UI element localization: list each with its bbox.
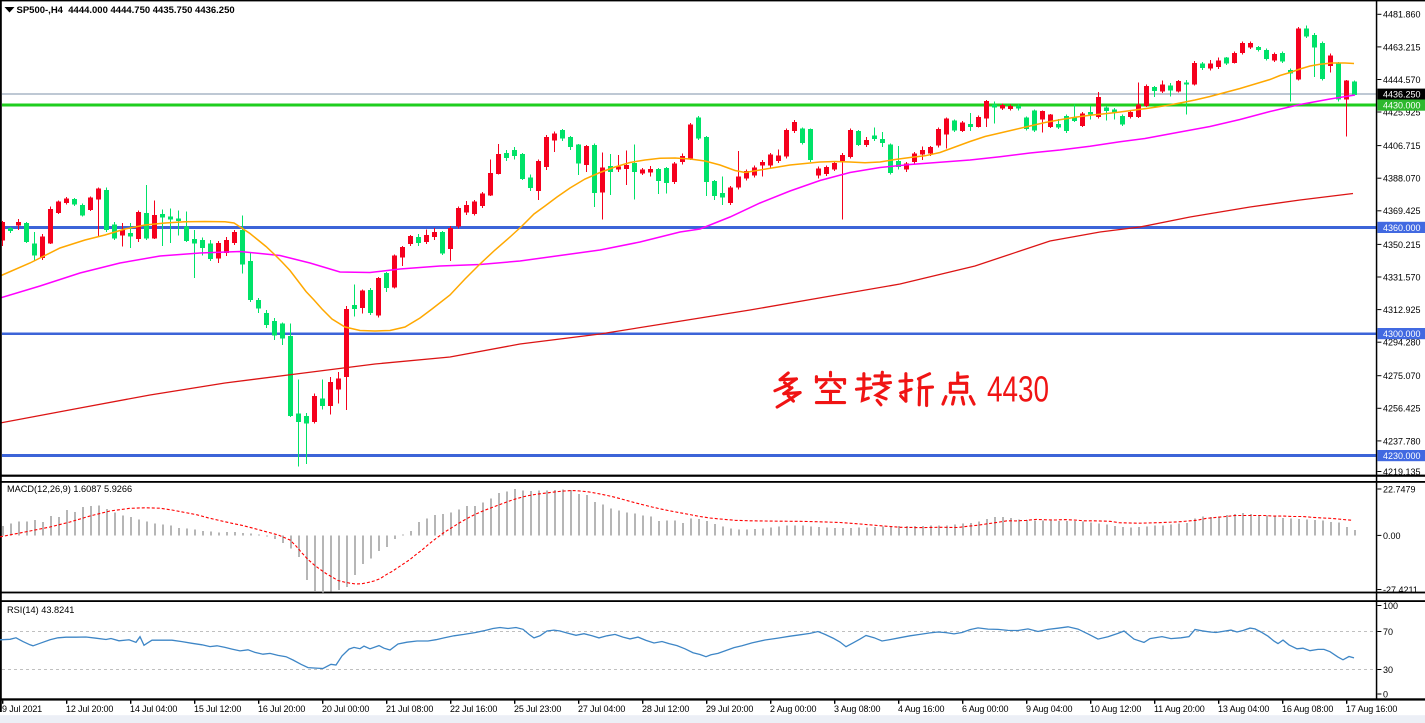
svg-text:4312.925: 4312.925	[1383, 305, 1421, 315]
svg-text:0: 0	[1383, 689, 1388, 699]
svg-text:15 Jul 12:00: 15 Jul 12:00	[194, 704, 241, 714]
svg-text:6 Aug 00:00: 6 Aug 00:00	[962, 704, 1009, 714]
svg-text:9 Jul 2021: 9 Jul 2021	[2, 704, 42, 714]
svg-text:4388.070: 4388.070	[1383, 174, 1421, 184]
svg-text:4331.570: 4331.570	[1383, 272, 1421, 282]
svg-text:MACD(12,26,9) 1.6087 5.9266: MACD(12,26,9) 1.6087 5.9266	[7, 484, 132, 494]
svg-text:4463.215: 4463.215	[1383, 42, 1421, 52]
svg-text:14 Jul 04:00: 14 Jul 04:00	[130, 704, 177, 714]
svg-text:4369.425: 4369.425	[1383, 206, 1421, 216]
svg-text:4230.000: 4230.000	[1383, 451, 1421, 461]
svg-text:22.7479: 22.7479	[1383, 484, 1416, 494]
svg-text:29 Jul 20:00: 29 Jul 20:00	[706, 704, 753, 714]
svg-text:4219.135: 4219.135	[1383, 467, 1421, 477]
svg-text:SP500-,H4 4444.000 4444.750 4: SP500-,H4 4444.000 4444.750 4435.750 443…	[17, 5, 235, 16]
svg-text:13 Aug 04:00: 13 Aug 04:00	[1218, 704, 1269, 714]
svg-text:16 Jul 20:00: 16 Jul 20:00	[258, 704, 305, 714]
svg-text:9 Aug 04:00: 9 Aug 04:00	[1026, 704, 1073, 714]
svg-text:10 Aug 12:00: 10 Aug 12:00	[1090, 704, 1141, 714]
svg-text:25 Jul 23:00: 25 Jul 23:00	[514, 704, 561, 714]
svg-text:4275.070: 4275.070	[1383, 371, 1421, 381]
svg-text:4294.280: 4294.280	[1383, 338, 1421, 348]
svg-text:4430: 4430	[987, 369, 1049, 410]
svg-text:22 Jul 16:00: 22 Jul 16:00	[450, 704, 497, 714]
svg-text:4300.000: 4300.000	[1383, 329, 1421, 339]
svg-text:2 Aug 00:00: 2 Aug 00:00	[770, 704, 817, 714]
svg-text:4430.000: 4430.000	[1383, 101, 1421, 111]
svg-text:4425.925: 4425.925	[1383, 107, 1421, 117]
svg-text:0.00: 0.00	[1383, 531, 1401, 541]
svg-text:12 Jul 20:00: 12 Jul 20:00	[66, 704, 113, 714]
svg-text:100: 100	[1383, 601, 1398, 611]
svg-text:4256.425: 4256.425	[1383, 404, 1421, 414]
svg-text:4360.000: 4360.000	[1383, 223, 1421, 233]
svg-text:4 Aug 16:00: 4 Aug 16:00	[898, 704, 945, 714]
svg-text:70: 70	[1383, 627, 1393, 637]
svg-text:30: 30	[1383, 665, 1393, 675]
svg-text:4350.215: 4350.215	[1383, 240, 1421, 250]
svg-text:20 Jul 00:00: 20 Jul 00:00	[322, 704, 369, 714]
svg-text:27 Jul 04:00: 27 Jul 04:00	[578, 704, 625, 714]
svg-text:16 Aug 08:00: 16 Aug 08:00	[1282, 704, 1333, 714]
svg-text:-27.4211: -27.4211	[1383, 585, 1418, 595]
svg-text:RSI(14) 43.8241: RSI(14) 43.8241	[7, 605, 74, 615]
svg-text:4237.780: 4237.780	[1383, 436, 1421, 446]
svg-text:28 Jul 12:00: 28 Jul 12:00	[642, 704, 689, 714]
svg-text:4436.250: 4436.250	[1383, 90, 1421, 100]
svg-text:17 Aug 16:00: 17 Aug 16:00	[1346, 704, 1397, 714]
svg-text:11 Aug 20:00: 11 Aug 20:00	[1154, 704, 1205, 714]
svg-text:4481.860: 4481.860	[1383, 10, 1421, 20]
svg-text:21 Jul 08:00: 21 Jul 08:00	[386, 704, 433, 714]
svg-text:4444.570: 4444.570	[1383, 75, 1421, 85]
svg-text:3 Aug 08:00: 3 Aug 08:00	[834, 704, 881, 714]
svg-text:4406.715: 4406.715	[1383, 141, 1421, 151]
